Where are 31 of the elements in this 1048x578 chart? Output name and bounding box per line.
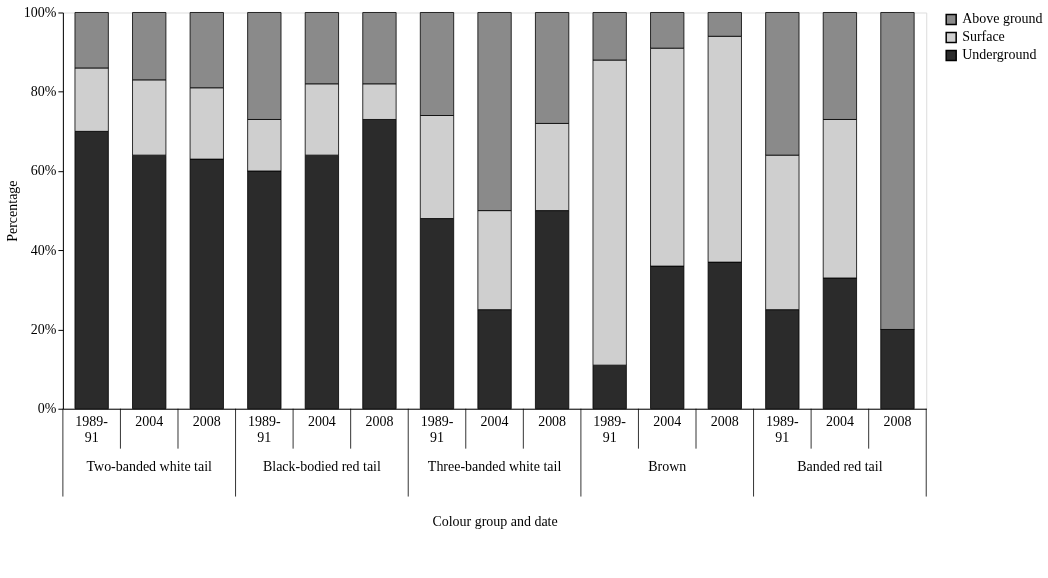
x-tick-label: 2008 <box>538 414 567 430</box>
text: Banded red tail <box>797 458 883 474</box>
x-tick-label: 2008 <box>365 414 394 430</box>
y-axis-title: Percentage <box>4 180 20 242</box>
legend-label: Underground <box>962 47 1037 63</box>
legend-label: Above ground <box>962 11 1043 27</box>
y-tick-label: 40% <box>30 242 57 258</box>
text: Three-banded white tail <box>427 458 562 474</box>
y-tick-label: 0% <box>37 401 57 417</box>
x-tick-label: 2004 <box>825 414 854 430</box>
x-tick-label: 2008 <box>192 414 221 430</box>
y-tick-label: 60% <box>30 163 57 179</box>
text: Two-banded white tail <box>86 458 213 474</box>
x-tick-label: 1989-91 <box>766 414 799 446</box>
text: Black-bodied red tail <box>262 458 381 474</box>
x-tick-label: 1989-91 <box>248 414 281 446</box>
x-tick-label: 2004 <box>480 414 509 430</box>
x-tick-label: 1989-91 <box>75 414 109 446</box>
x-axis-title: Colour group and date <box>432 514 558 530</box>
y-tick-label: 20% <box>30 321 57 337</box>
x-tick-label: 1989-91 <box>420 414 454 446</box>
y-tick-label: 100% <box>23 4 57 20</box>
x-tick-label: 2008 <box>883 414 912 430</box>
x-tick-label: 2004 <box>307 414 336 430</box>
y-tick-label: 80% <box>30 84 57 100</box>
x-tick-label: 2008 <box>710 414 739 430</box>
text: Brown <box>648 458 687 474</box>
x-tick-label: 2004 <box>135 414 164 430</box>
x-tick-label: 1989-91 <box>593 414 627 446</box>
legend-label: Surface <box>962 29 1005 45</box>
x-tick-label: 2004 <box>653 414 682 430</box>
